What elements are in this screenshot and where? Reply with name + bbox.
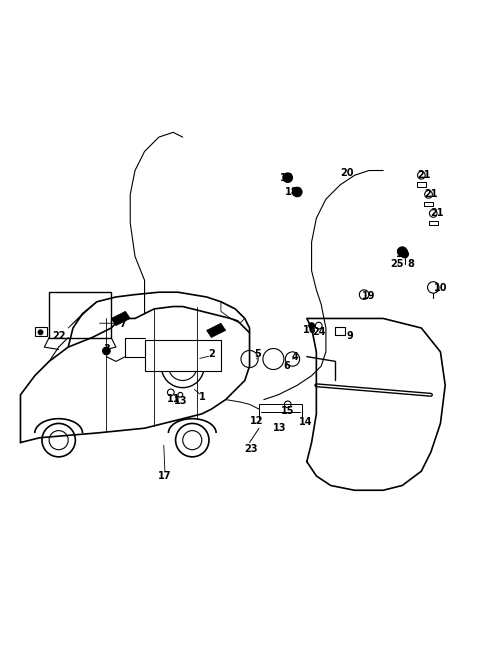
Text: 1: 1 [198, 392, 205, 402]
Text: 10: 10 [434, 283, 447, 293]
Text: 8: 8 [408, 258, 414, 268]
Text: 17: 17 [158, 471, 172, 481]
Circle shape [283, 173, 292, 182]
Circle shape [397, 247, 407, 256]
Text: 7: 7 [120, 319, 126, 329]
Circle shape [309, 323, 314, 329]
Text: 16: 16 [302, 325, 316, 335]
Text: 13: 13 [174, 396, 188, 407]
Text: 24: 24 [312, 327, 325, 337]
Text: 14: 14 [299, 417, 312, 428]
Circle shape [103, 347, 110, 355]
Text: 22: 22 [52, 331, 65, 341]
Text: 2: 2 [208, 349, 215, 359]
Text: 12: 12 [250, 416, 263, 426]
Text: 21: 21 [430, 209, 444, 218]
Text: 13: 13 [273, 423, 287, 433]
Circle shape [292, 187, 302, 197]
Circle shape [38, 330, 43, 335]
Bar [49, 292, 111, 338]
Text: 3: 3 [103, 344, 110, 354]
Text: 6: 6 [283, 361, 290, 371]
Text: 20: 20 [340, 168, 354, 178]
Polygon shape [111, 312, 130, 325]
Text: 21: 21 [424, 190, 438, 199]
Bar [144, 340, 221, 371]
Text: 21: 21 [417, 171, 431, 180]
Polygon shape [206, 323, 226, 338]
Text: 15: 15 [281, 405, 294, 415]
Text: 25: 25 [390, 258, 403, 268]
Text: 18: 18 [280, 173, 294, 182]
Text: 9: 9 [347, 331, 353, 341]
Text: 23: 23 [245, 443, 258, 454]
Text: 11: 11 [167, 394, 180, 403]
Text: 18: 18 [285, 187, 299, 197]
Text: 5: 5 [254, 349, 261, 359]
Text: 18: 18 [396, 249, 410, 259]
Text: 4: 4 [291, 352, 298, 361]
Bar [35, 327, 47, 336]
Circle shape [401, 250, 408, 258]
Text: 19: 19 [361, 291, 375, 300]
